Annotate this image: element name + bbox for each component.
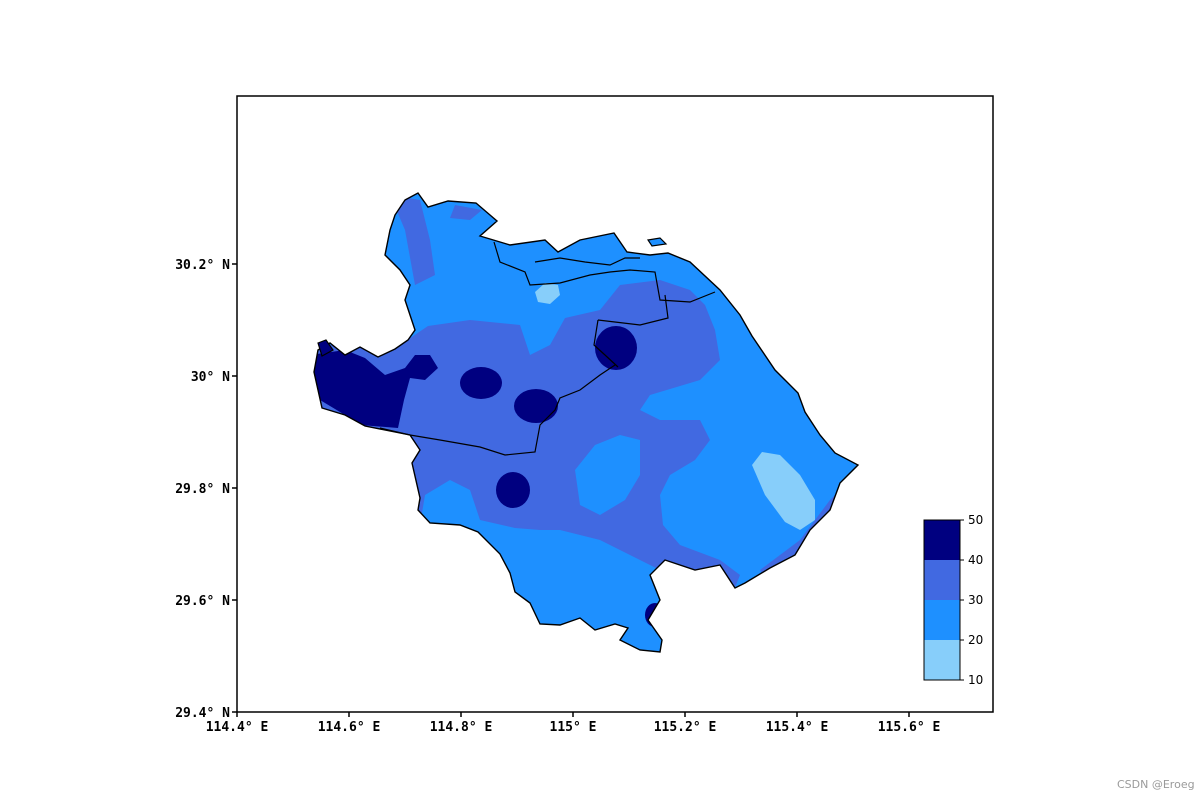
contour-level-10-20-north <box>535 283 560 304</box>
watermark-text: CSDN @Eroeg <box>1117 778 1195 791</box>
x-tick-label: 114.4° E <box>206 720 269 735</box>
contour-level-20-30-island <box>575 435 640 515</box>
colorbar-tick-label: 10 <box>968 673 983 687</box>
contour-level-40-50-core-c <box>595 326 637 370</box>
contour-level-40-50-core-a <box>460 367 502 399</box>
y-tick-label: 30.2° N <box>175 258 230 273</box>
y-axis: 29.4° N 29.6° N 29.8° N 30° N 30.2° N <box>175 258 237 721</box>
contour-level-40-50-west <box>314 350 438 428</box>
colorbar-tick-label: 30 <box>968 593 983 607</box>
x-tick-label: 115.4° E <box>766 720 829 735</box>
x-axis: 114.4° E 114.6° E 114.8° E 115° E 115.2° E 11… <box>206 712 941 735</box>
x-tick-label: 114.8° E <box>430 720 493 735</box>
contour-level-30-40-west <box>390 195 435 285</box>
colorbar-segment <box>924 600 960 640</box>
island-west <box>317 339 334 357</box>
y-tick-label: 30° N <box>191 370 230 385</box>
colorbar: 10 20 30 40 50 <box>923 513 983 687</box>
contour-level-40-50-core-b <box>514 389 558 423</box>
y-tick-label: 29.6° N <box>175 594 230 609</box>
x-tick-label: 115° E <box>550 720 597 735</box>
county-boundary-north <box>493 241 716 303</box>
county-boundary-central-loop <box>593 319 619 368</box>
y-tick-label: 29.8° N <box>175 482 230 497</box>
colorbar-tick-label: 50 <box>968 513 983 527</box>
colorbar-tick-label: 20 <box>968 633 983 647</box>
colorbar-segment <box>924 520 960 560</box>
county-boundary-north-inner <box>534 257 640 266</box>
x-tick-label: 114.6° E <box>318 720 381 735</box>
y-tick-label: 29.4° N <box>175 706 230 721</box>
x-tick-label: 115.6° E <box>878 720 941 735</box>
x-tick-label: 115.2° E <box>654 720 717 735</box>
contour-level-40-50-core-d <box>496 472 530 508</box>
colorbar-tick-label: 40 <box>968 553 983 567</box>
county-boundary-central <box>597 294 669 326</box>
colorbar-segment <box>924 560 960 600</box>
colorbar-segment <box>924 640 960 680</box>
county-boundary-west <box>379 364 616 456</box>
island-north <box>646 237 668 247</box>
contour-level-30-40-northeast-edge <box>450 205 482 220</box>
contour-level-10-20-east <box>752 452 815 530</box>
